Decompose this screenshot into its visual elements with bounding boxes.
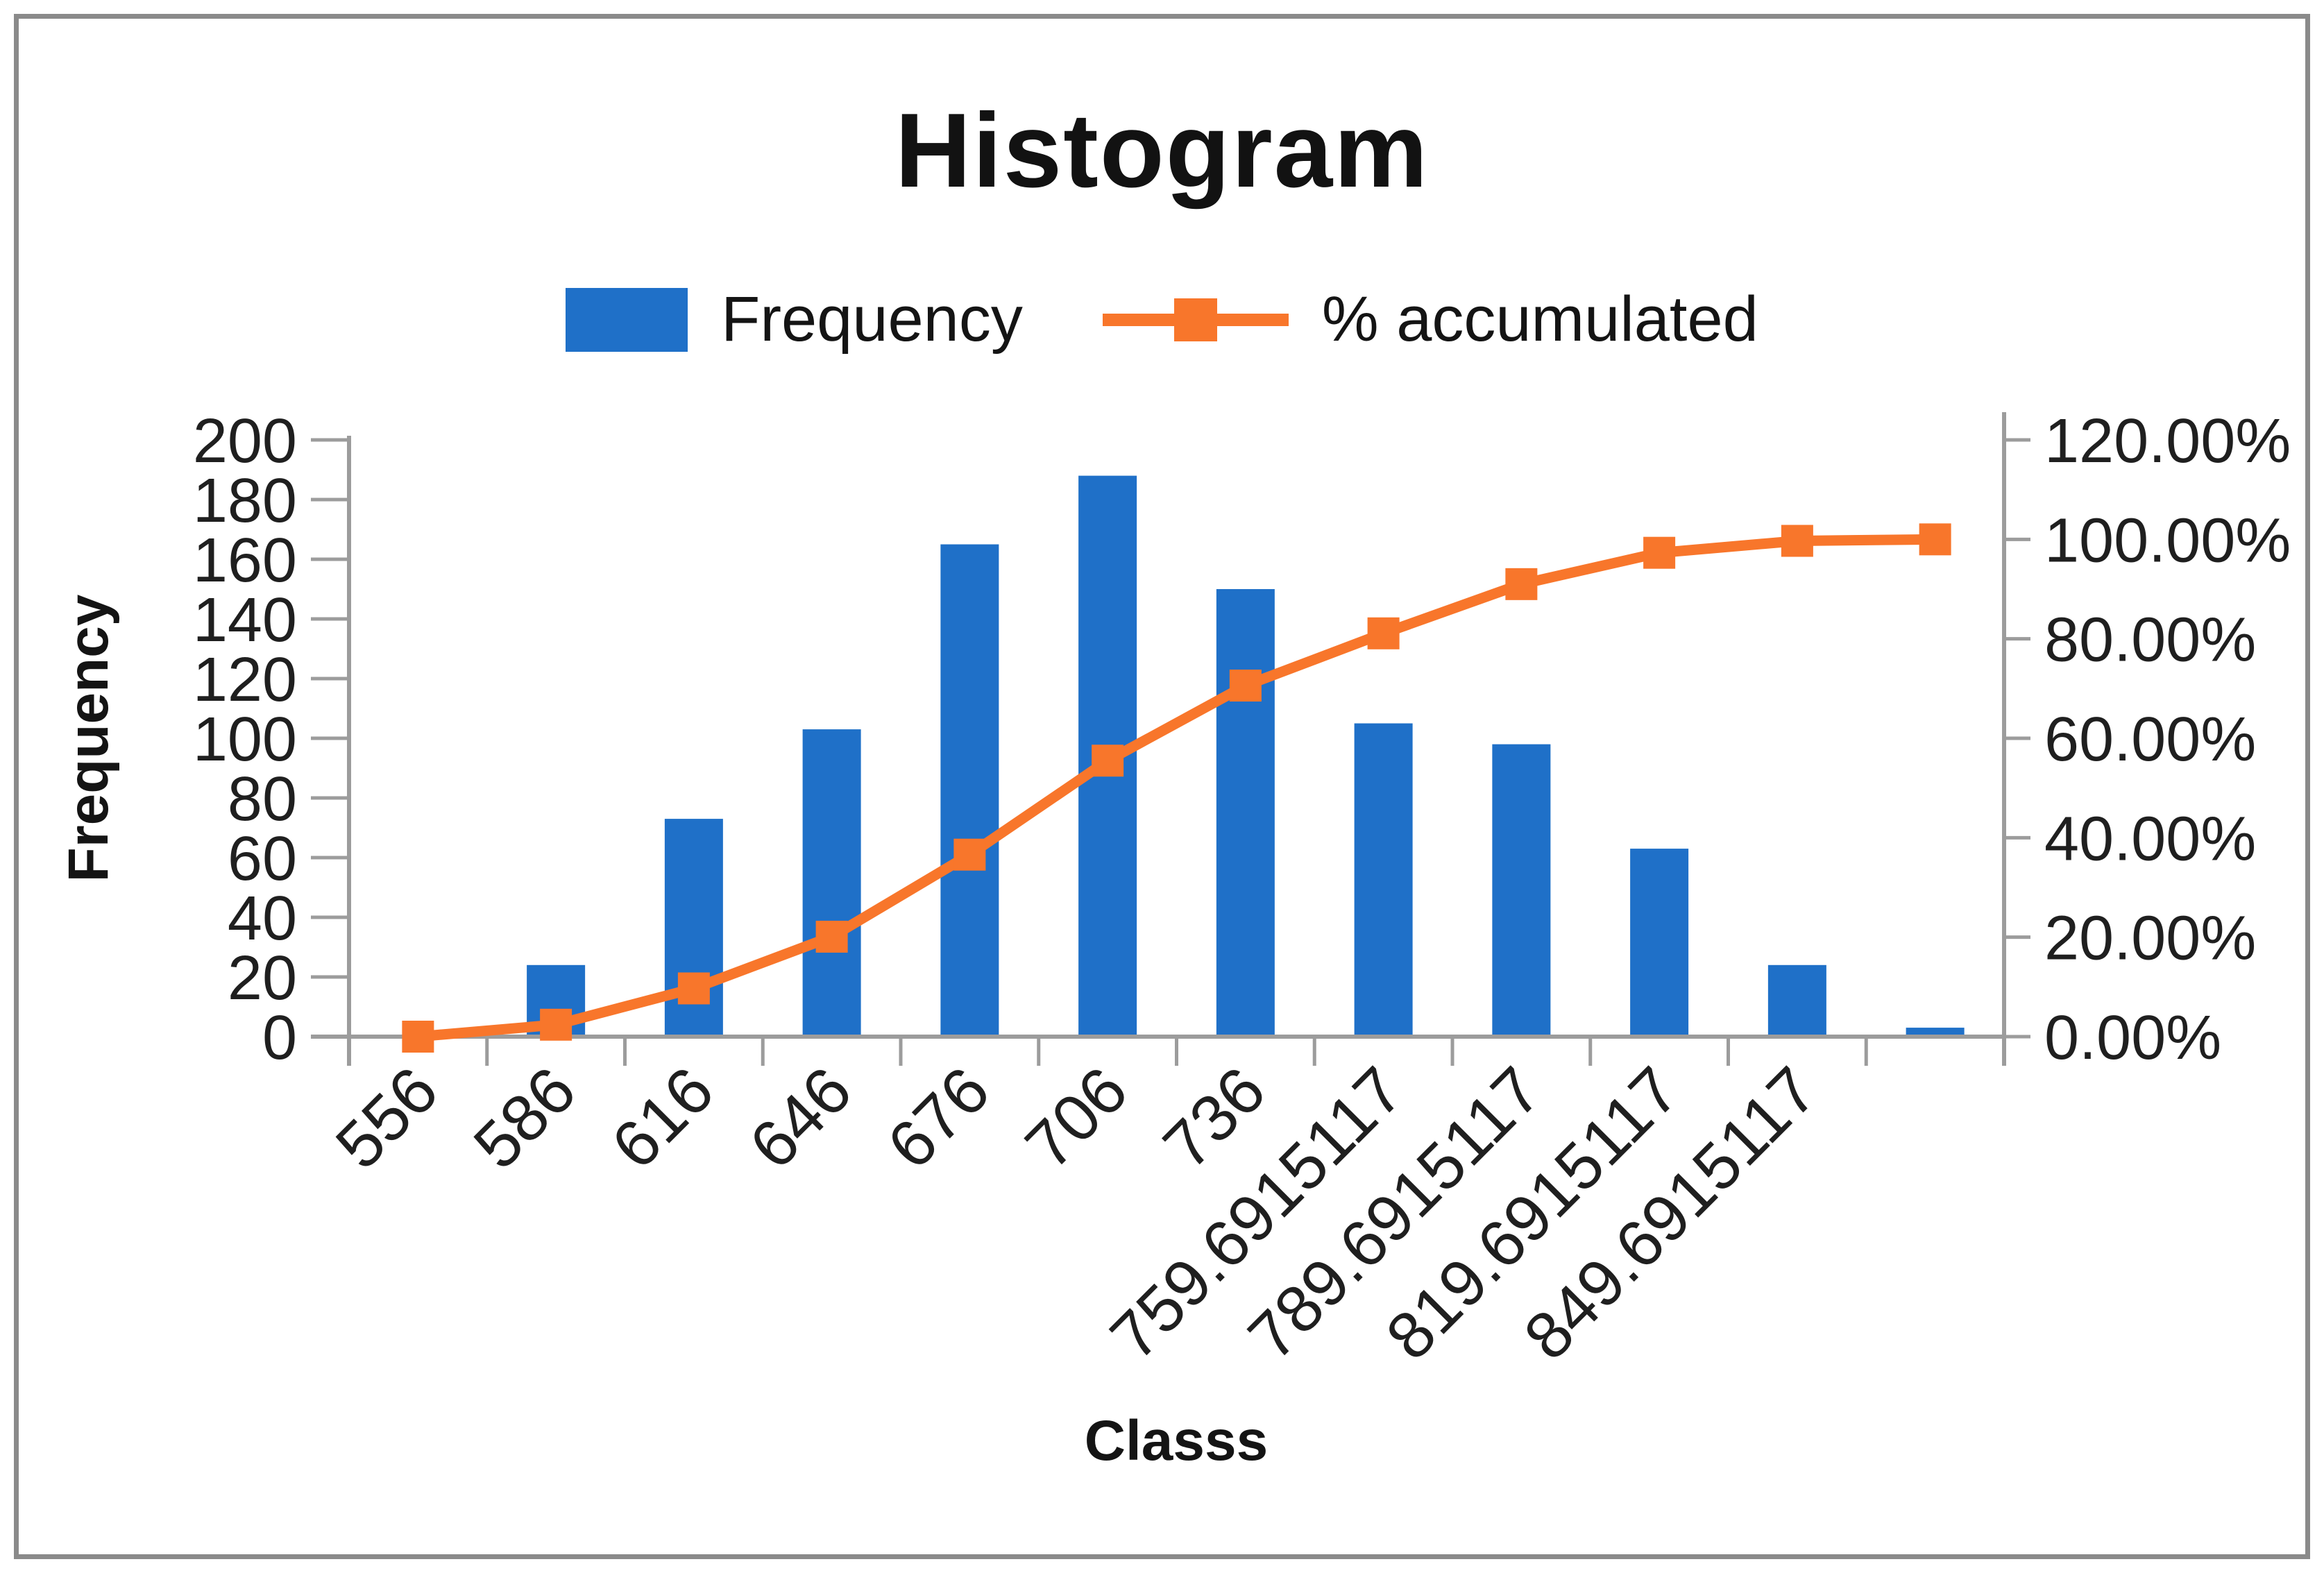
- frequency-bar-swatch-icon: [566, 287, 688, 352]
- x-axis-category-label: 586: [460, 1053, 590, 1183]
- accumulated-line-marker: [1919, 523, 1951, 556]
- accumulated-line: [412, 534, 1941, 1042]
- legend-label-accumulated: % accumulated: [1321, 284, 1758, 355]
- frequency-bar: [940, 544, 999, 1037]
- frequency-bar: [1216, 589, 1275, 1037]
- frequency-bar: [1767, 964, 1826, 1037]
- frequency-bar: [1354, 723, 1413, 1037]
- accumulated-line-marker: [1505, 568, 1538, 600]
- frequency-bar: [1906, 1028, 1965, 1037]
- square-marker-icon: [1173, 298, 1217, 341]
- right-axis-tick-label: 100.00%: [2044, 506, 2291, 575]
- chart-title: Histogram: [894, 92, 1430, 210]
- accumulated-line-marker: [1229, 670, 1262, 702]
- accumulated-line-marker: [815, 920, 848, 953]
- frequency-bar: [802, 729, 861, 1037]
- right-axis-tick-label: 20.00%: [2044, 904, 2256, 973]
- right-axis-tick-label: 80.00%: [2044, 606, 2256, 675]
- accumulated-line-marker: [402, 1021, 434, 1053]
- x-axis-category-label: 676: [874, 1053, 1003, 1183]
- left-axis-tick-label: 40: [228, 884, 297, 953]
- legend-label-frequency: Frequency: [721, 284, 1023, 355]
- right-axis-tick-label: 60.00%: [2044, 705, 2256, 774]
- left-axis-tick-label: 120: [193, 645, 297, 715]
- right-axis-tick-label: 40.00%: [2044, 804, 2256, 874]
- right-axis-tick-label: 120.00%: [2044, 407, 2291, 476]
- accumulated-line-marker: [953, 838, 986, 871]
- accumulated-line-marker: [540, 1008, 572, 1041]
- accumulated-line-marker: [1367, 617, 1400, 649]
- left-axis-tick-label: 160: [193, 526, 297, 595]
- accumulated-line-marker: [677, 972, 710, 1005]
- x-axis-category-label: 646: [736, 1053, 865, 1183]
- left-axis-tick-label: 100: [193, 705, 297, 774]
- left-axis-tick-label: 80: [228, 765, 297, 834]
- frequency-bar: [1630, 849, 1689, 1037]
- chart-frame: [14, 14, 2310, 1559]
- left-axis-tick-label: 200: [193, 407, 297, 476]
- accumulated-line-marker: [1643, 536, 1676, 569]
- left-axis-tick-label: 60: [228, 824, 297, 894]
- accumulated-line-marker: [1781, 525, 1813, 557]
- left-axis-tick-label: 20: [228, 944, 297, 1013]
- accumulated-line-marker: [1092, 745, 1124, 777]
- legend-item-accumulated: % accumulated: [1102, 283, 1758, 356]
- left-axis-tick-label: 140: [193, 586, 297, 655]
- x-axis-category-label: 706: [1012, 1053, 1142, 1183]
- legend: Frequency % accumulated: [0, 283, 2324, 356]
- accumulated-line-swatch-icon: [1102, 298, 1289, 341]
- left-axis-tick-label: 0: [262, 1003, 297, 1073]
- right-axis-tick-label: 0.00%: [2044, 1003, 2221, 1073]
- legend-item-frequency: Frequency: [566, 283, 1023, 356]
- x-axis-category-label: 556: [322, 1053, 452, 1183]
- x-axis-title: Classs: [1084, 1409, 1269, 1472]
- frequency-bar: [1492, 744, 1551, 1037]
- x-axis-category-label: 616: [598, 1053, 728, 1183]
- left-axis-tick-label: 180: [193, 466, 297, 536]
